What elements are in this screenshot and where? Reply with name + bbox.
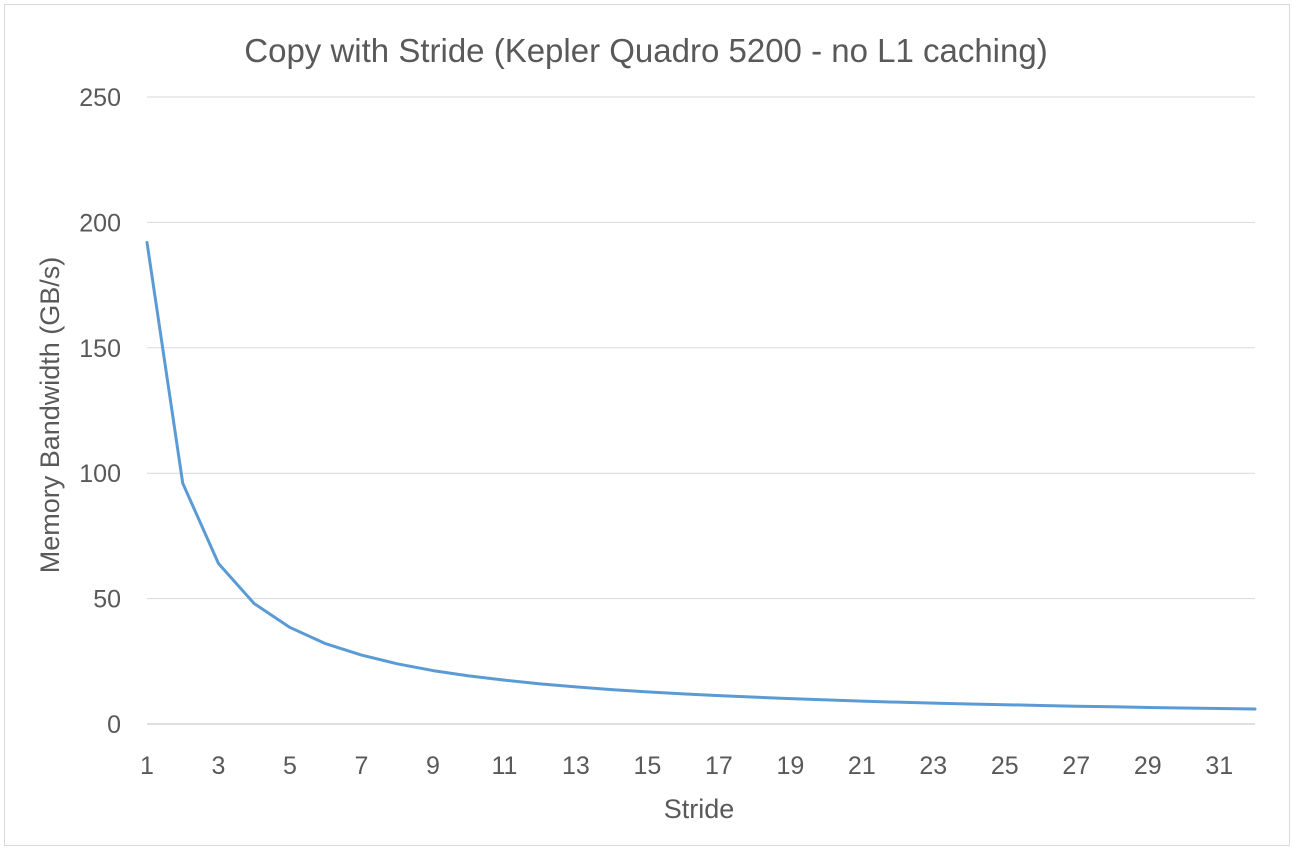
- y-axis-title: Memory Bandwidth (GB/s): [35, 257, 65, 574]
- series-line-1: [145, 240, 1257, 711]
- y-tick-label: 100: [79, 460, 121, 488]
- y-tick-label: 250: [79, 84, 121, 112]
- y-tick-label: 200: [79, 209, 121, 237]
- x-tick-label: 23: [919, 752, 947, 780]
- x-tick-label: 27: [1062, 752, 1090, 780]
- x-tick-label: 13: [562, 752, 590, 780]
- chart-title: Copy with Stride (Kepler Quadro 5200 - n…: [244, 32, 1047, 69]
- x-tick-label: 11: [491, 752, 517, 780]
- series-layer: [145, 240, 1257, 711]
- x-tick-label: 5: [283, 752, 297, 780]
- x-tick-label: 15: [633, 752, 661, 780]
- x-tick-label: 29: [1134, 752, 1162, 780]
- chart-frame: 0 50 100 150 200 250 1 3 5 7 9 11 13 15 17 19 21 23 25 27 2…: [4, 4, 1290, 846]
- x-axis-ticks: 1 3 5 7 9 11 13 15 17 19 21 23 25 27 29 31: [140, 752, 1233, 780]
- x-tick-label: 19: [776, 752, 804, 780]
- x-tick-label: 9: [426, 752, 440, 780]
- y-axis-ticks: 0 50 100 150 200 250: [79, 84, 121, 739]
- y-tick-label: 0: [107, 711, 121, 739]
- x-tick-label: 1: [140, 752, 154, 780]
- x-axis-title: Stride: [664, 794, 735, 824]
- x-tick-label: 31: [1205, 752, 1233, 780]
- x-tick-label: 21: [848, 752, 876, 780]
- y-tick-label: 50: [93, 586, 121, 614]
- x-tick-label: 7: [354, 752, 368, 780]
- x-tick-label: 25: [991, 752, 1019, 780]
- y-tick-label: 150: [79, 335, 121, 363]
- x-tick-label: 17: [705, 752, 733, 780]
- x-tick-label: 3: [212, 752, 226, 780]
- gridlines: [147, 96, 1255, 725]
